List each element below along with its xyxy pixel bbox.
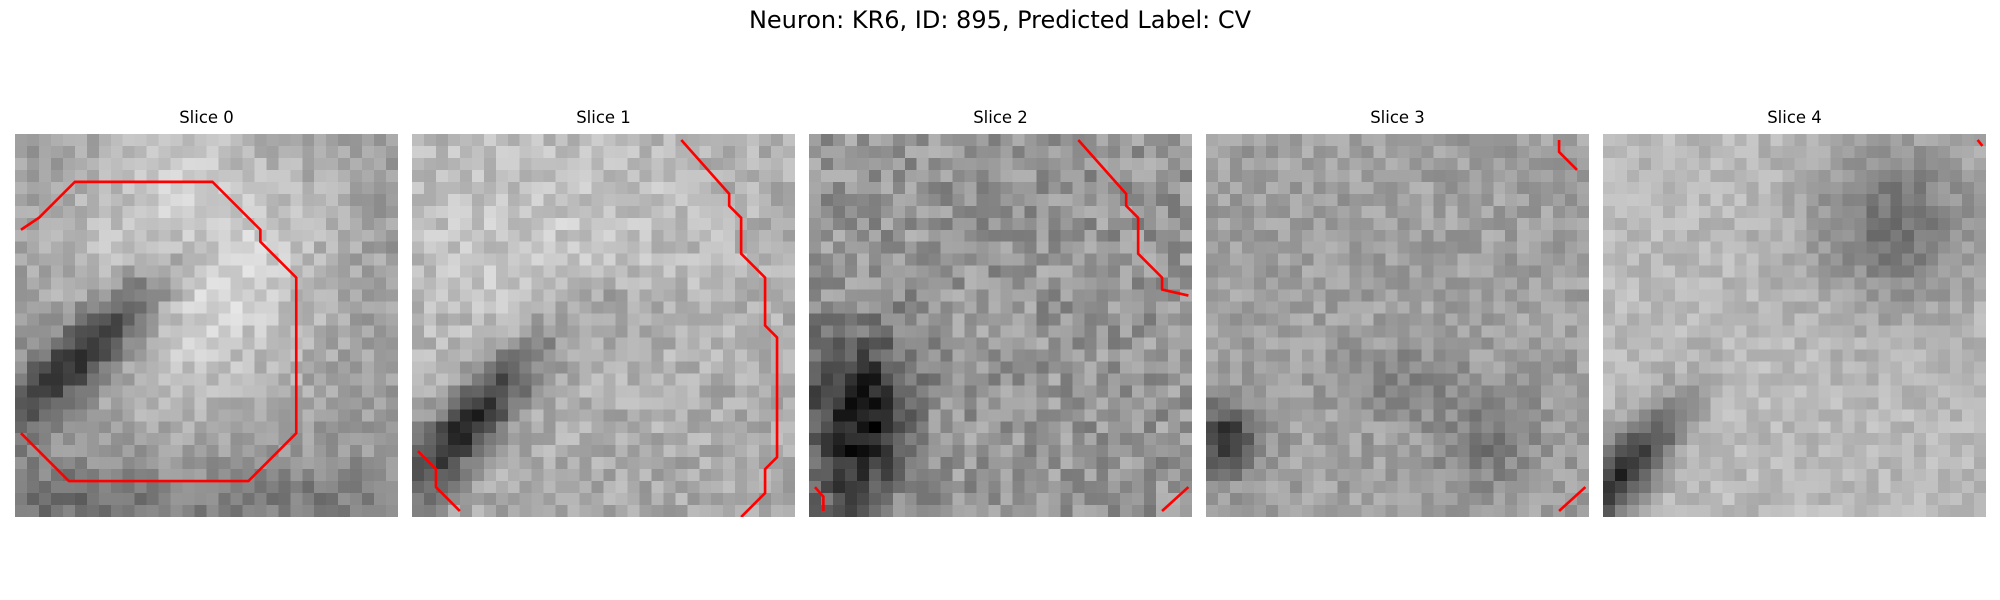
roi-contour-line xyxy=(1077,139,1189,297)
grayscale-heatmap xyxy=(15,134,398,517)
grayscale-heatmap xyxy=(412,134,795,517)
slice-image xyxy=(412,134,795,517)
slice-image xyxy=(1603,134,1986,517)
slice-title: Slice 3 xyxy=(1370,108,1425,127)
roi-contour-line xyxy=(417,450,461,512)
roi-contour-overlay xyxy=(1976,139,1984,147)
slice-title: Slice 2 xyxy=(973,108,1028,127)
roi-contour-overlay xyxy=(20,180,298,483)
figure-title: Neuron: KR6, ID: 895, Predicted Label: C… xyxy=(748,6,1252,34)
slice-image xyxy=(1206,134,1589,517)
roi-contour-line xyxy=(1557,139,1578,171)
roi-contour-overlay xyxy=(417,139,779,517)
grayscale-heatmap xyxy=(1603,134,1986,517)
slice-title: Slice 1 xyxy=(576,108,631,127)
roi-contour-line xyxy=(1558,486,1587,512)
slice-title: Slice 4 xyxy=(1767,108,1822,127)
roi-contour-line xyxy=(680,139,779,517)
roi-contour-line xyxy=(1161,486,1190,512)
roi-contour-overlay xyxy=(1557,139,1587,512)
roi-contour-line xyxy=(20,180,298,483)
roi-contour-line xyxy=(1976,139,1984,147)
roi-contour-line xyxy=(813,486,825,512)
roi-contour-overlay xyxy=(813,139,1190,512)
slice-image xyxy=(809,134,1192,517)
grayscale-heatmap xyxy=(1206,134,1589,517)
slice-image xyxy=(15,134,398,517)
slice-title: Slice 0 xyxy=(179,108,234,127)
grayscale-heatmap xyxy=(809,134,1192,517)
